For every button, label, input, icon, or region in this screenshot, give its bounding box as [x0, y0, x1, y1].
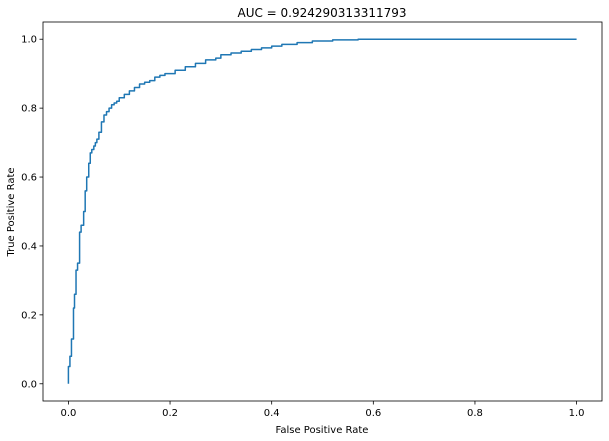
x-tick-label: 1.0: [569, 408, 585, 419]
y-tick-label: 0.0: [21, 379, 37, 390]
x-axis: 0.0 0.2 0.4 0.6 0.8 1.0: [60, 401, 585, 419]
x-tick-label: 0.6: [365, 408, 381, 419]
y-tick-label: 0.6: [21, 173, 37, 184]
chart-title: AUC = 0.924290313311793: [237, 6, 406, 20]
x-tick-label: 0.2: [162, 408, 178, 419]
y-axis: 0.0 0.2 0.4 0.6 0.8 1.0: [21, 35, 43, 390]
y-tick-label: 1.0: [21, 35, 37, 46]
x-tick-label: 0.4: [264, 408, 280, 419]
roc-curve-line: [67, 38, 577, 384]
y-tick-label: 0.2: [21, 310, 37, 321]
x-tick-label: 0.8: [467, 408, 483, 419]
x-tick-label: 0.0: [60, 408, 76, 419]
y-tick-label: 0.4: [21, 241, 37, 252]
y-tick-label: 0.8: [21, 104, 37, 115]
y-axis-label: True Positive Rate: [6, 167, 17, 257]
x-axis-label: False Positive Rate: [276, 425, 369, 436]
plot-frame: [42, 21, 603, 402]
